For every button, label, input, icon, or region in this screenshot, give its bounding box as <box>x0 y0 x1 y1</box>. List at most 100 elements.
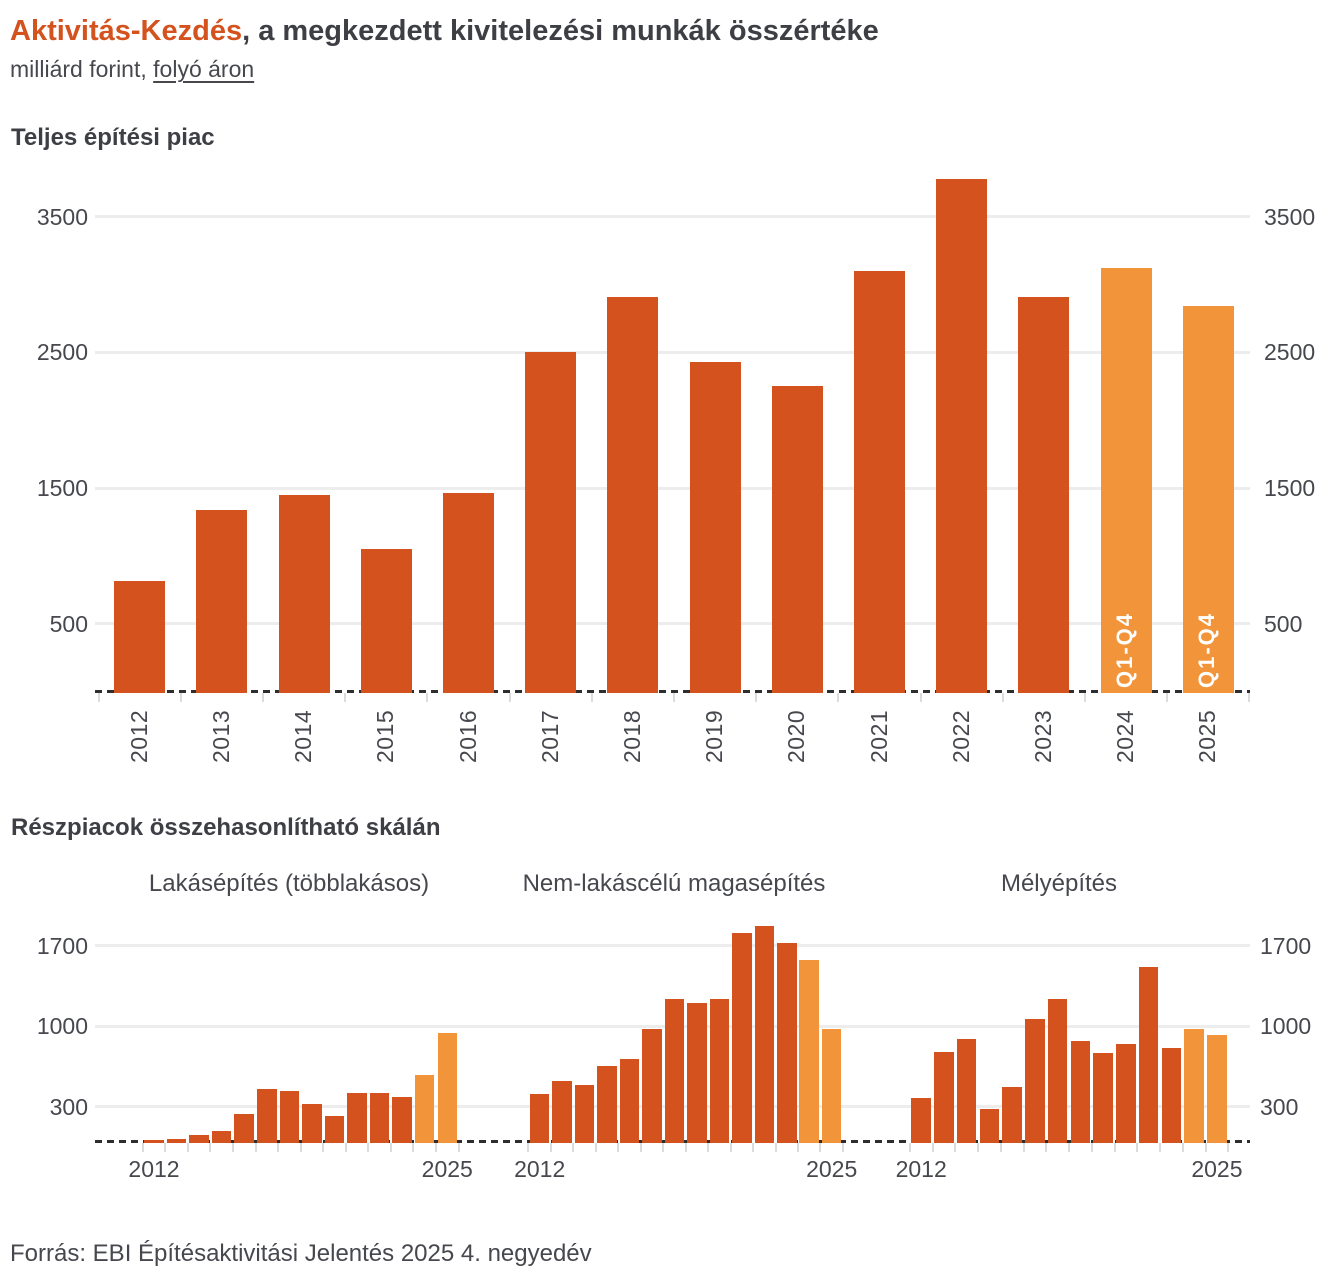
axis-tick <box>367 1143 370 1152</box>
mini-chart-title-nonresidential: Nem-lakáscélú magasépítés <box>522 870 826 897</box>
current-prices-link[interactable]: folyó áron <box>153 56 255 82</box>
y-axis-label: 500 <box>49 610 88 637</box>
bar-nonresidential-2017 <box>642 1029 662 1143</box>
bar-total-2022 <box>936 179 988 693</box>
axis-tick <box>1113 1143 1116 1152</box>
bar-total-2020 <box>771 386 823 693</box>
bar-total-2014 <box>278 494 330 693</box>
axis-tick <box>412 1143 415 1152</box>
axis-tick <box>164 1143 167 1152</box>
axis-tick <box>435 1143 437 1152</box>
bar-housing-2016 <box>234 1113 254 1143</box>
axis-tick <box>954 1143 957 1152</box>
bar-civil-2013 <box>934 1051 954 1143</box>
axis-tick <box>508 693 511 702</box>
y-axis-label: 1500 <box>36 475 88 501</box>
bar-total-2023 <box>1018 297 1070 693</box>
axis-tick <box>141 1143 144 1152</box>
x-axis-label: 2025 <box>1191 1156 1243 1182</box>
bar-nonresidential-2022 <box>754 925 775 1143</box>
source-note: Forrás: EBI Építésaktivitási Jelentés 20… <box>10 1240 592 1267</box>
x-axis-label: 2012 <box>895 1156 947 1182</box>
bar-civil-2023 <box>1161 1047 1182 1143</box>
axis-tick <box>322 1143 325 1152</box>
bar-total-2021 <box>854 270 905 693</box>
bar-nonresidential-2019 <box>687 1002 707 1143</box>
gridline <box>95 215 1250 219</box>
axis-tick <box>426 693 429 702</box>
bar-nonresidential-2015 <box>597 1065 617 1143</box>
bar-civil-2014 <box>956 1039 977 1143</box>
bar-nonresidential-2014 <box>574 1085 595 1143</box>
axis-tick <box>819 1143 822 1152</box>
bar-total-2013 <box>196 510 248 693</box>
axis-tick <box>999 1143 1002 1152</box>
axis-tick <box>1248 693 1251 702</box>
bar-civil-2021 <box>1116 1043 1136 1143</box>
bar-nonresidential-2018 <box>664 999 685 1143</box>
axis-tick <box>908 1143 911 1152</box>
axis-tick <box>1136 1143 1139 1152</box>
axis-tick <box>1204 1143 1207 1152</box>
axis-tick <box>179 693 182 702</box>
axis-tick <box>344 693 347 702</box>
axis-tick <box>277 1143 280 1152</box>
bar-total-2017 <box>525 352 577 693</box>
bar-housing-2021 <box>347 1093 367 1143</box>
bar-housing-2019 <box>302 1104 322 1143</box>
bar-civil-2020 <box>1093 1053 1113 1143</box>
axis-tick <box>549 1143 552 1152</box>
axis-tick <box>231 1143 234 1152</box>
bar-civil-2024 <box>1184 1029 1204 1143</box>
axis-tick <box>1001 693 1004 702</box>
bar-housing-2022 <box>369 1092 390 1143</box>
y-axis-label: 300 <box>1260 1093 1299 1120</box>
y-axis-label: 500 <box>1264 610 1303 637</box>
bar-civil-2012 <box>911 1098 931 1143</box>
y-axis-label: 1500 <box>1264 475 1316 501</box>
axis-tick <box>673 693 675 702</box>
y-axis-label: 2500 <box>36 339 88 366</box>
bar-total-2019 <box>689 361 741 693</box>
y-axis-label: 1000 <box>1260 1013 1312 1040</box>
bar-housing-2014 <box>189 1135 209 1143</box>
axis-tick <box>457 1143 460 1152</box>
bar-housing-2013 <box>166 1139 187 1143</box>
bar-housing-2023 <box>392 1096 412 1143</box>
mini-chart-title-civil: Mélyépítés <box>1000 870 1118 897</box>
gridline <box>95 486 1250 490</box>
axis-tick <box>639 1143 642 1152</box>
gridline <box>95 350 1250 354</box>
axis-tick <box>590 693 593 702</box>
bar-civil-2017 <box>1025 1018 1045 1143</box>
axis-tick <box>344 1143 347 1152</box>
axis-tick <box>1181 1143 1184 1152</box>
axis-tick <box>1084 693 1086 702</box>
bar-total-2024 <box>1100 267 1152 693</box>
axis-tick <box>755 693 758 702</box>
bar-nonresidential-2013 <box>552 1080 572 1143</box>
bar-nonresidential-2025 <box>821 1029 842 1143</box>
page-title: Aktivitás-Kezdés, a megkezdett kivitelez… <box>10 14 879 48</box>
bar-civil-2025 <box>1207 1034 1227 1143</box>
axis-tick <box>572 1143 575 1152</box>
axis-tick <box>684 1143 687 1152</box>
axis-tick <box>662 1143 665 1152</box>
axis-tick <box>1068 1143 1071 1152</box>
bar-nonresidential-2021 <box>732 933 752 1143</box>
bar-housing-2025 <box>437 1033 458 1143</box>
bar-total-2018 <box>607 296 659 693</box>
y-axis-label: 300 <box>49 1093 88 1120</box>
bar-civil-2019 <box>1070 1041 1091 1143</box>
axis-tick <box>977 1143 980 1152</box>
bar-housing-2017 <box>257 1089 277 1143</box>
axis-tick <box>796 1143 799 1152</box>
axis-tick <box>729 1143 732 1152</box>
axis-tick <box>594 1143 597 1152</box>
bar-total-2025 <box>1182 306 1234 693</box>
axis-tick <box>1045 1143 1048 1152</box>
gridline <box>95 944 1250 947</box>
axis-tick <box>752 1143 755 1152</box>
axis-tick <box>841 1143 844 1152</box>
